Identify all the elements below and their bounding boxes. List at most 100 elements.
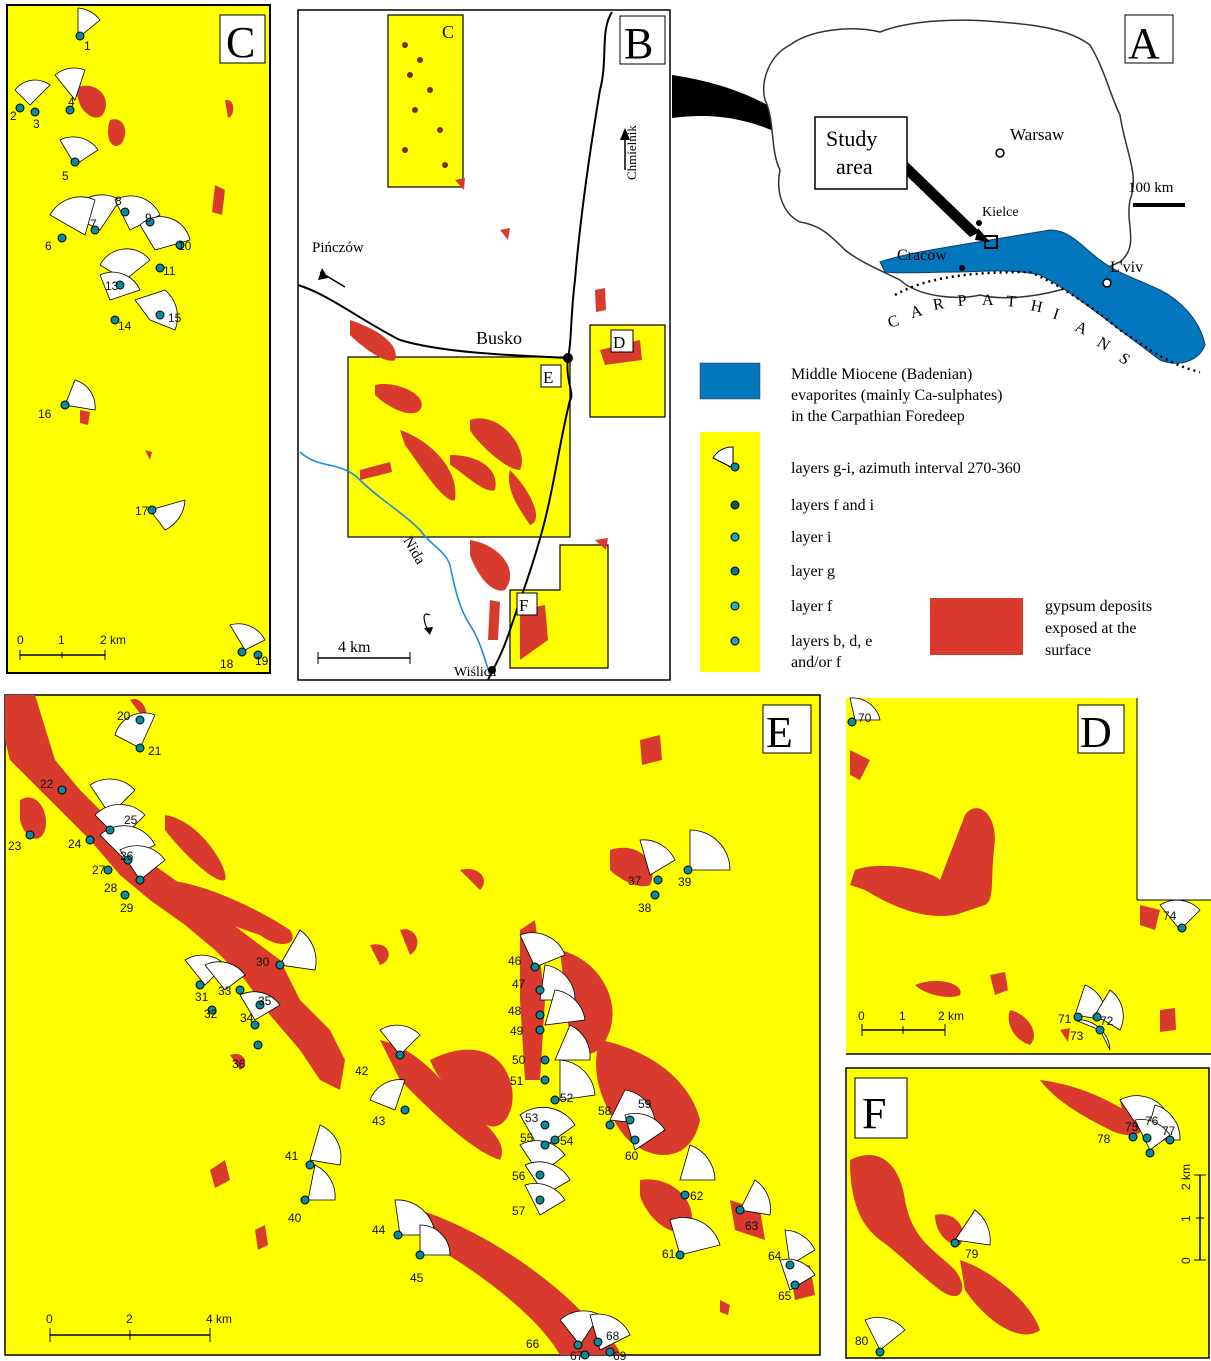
svg-text:29: 29 [120,901,134,915]
svg-text:E: E [543,368,553,387]
svg-text:1: 1 [1179,1215,1193,1222]
svg-text:75: 75 [1125,1120,1139,1134]
svg-text:T: T [1006,293,1017,311]
svg-text:35: 35 [258,994,272,1008]
svg-text:51: 51 [510,1074,524,1088]
svg-text:gypsum deposits: gypsum deposits [1045,598,1152,615]
svg-text:layers b, d, e: layers b, d, e [791,633,872,650]
svg-text:2: 2 [126,1312,133,1326]
svg-text:28: 28 [104,881,118,895]
svg-text:31: 31 [195,990,209,1004]
site-label: 16 [38,407,52,421]
site-label: 13 [105,279,119,293]
svg-text:0: 0 [46,1312,53,1326]
legend-symbols-background [700,432,760,672]
panel-a: Study area Warsaw Kielce Cracow L'viv C A… [764,15,1205,372]
svg-text:58: 58 [598,1104,612,1118]
svg-text:37: 37 [628,874,642,888]
svg-text:48: 48 [508,1004,522,1018]
svg-text:64: 64 [768,1249,782,1263]
svg-text:72: 72 [1100,1014,1114,1028]
svg-text:4 km: 4 km [338,639,371,656]
dot-icon [731,463,739,471]
cracow-icon [959,265,965,271]
svg-text:66: 66 [526,1337,540,1351]
scale-bar-a: 100 km [1128,180,1185,205]
panel-e: 20 21 22 23 24 25 26 27 28 29 30 31 32 3… [5,695,820,1361]
svg-text:25: 25 [124,813,138,827]
dot-icon [731,602,739,610]
svg-text:34: 34 [240,1011,254,1025]
svg-text:22: 22 [40,777,54,791]
svg-text:layer g: layer g [791,563,835,580]
svg-text:59: 59 [638,1097,652,1111]
svg-text:23: 23 [8,839,22,853]
svg-text:2 km: 2 km [1179,1164,1193,1190]
site-label: 6 [45,239,52,253]
site-label: 15 [168,311,182,325]
svg-text:65: 65 [778,1289,792,1303]
svg-text:D: D [613,333,625,352]
svg-text:4 km: 4 km [206,1312,232,1326]
svg-text:30: 30 [256,955,270,969]
svg-text:32: 32 [204,1007,218,1021]
svg-text:69: 69 [613,1349,627,1361]
svg-text:exposed at the: exposed at the [1045,620,1137,637]
svg-text:78: 78 [1097,1132,1111,1146]
site-label: 9 [145,211,152,225]
svg-text:2 km: 2 km [100,633,126,647]
svg-text:77: 77 [1162,1124,1176,1138]
svg-text:54: 54 [560,1134,574,1148]
svg-text:27: 27 [92,863,106,877]
svg-text:36: 36 [232,1057,246,1071]
panel-label-a: A [1128,19,1160,68]
svg-text:61: 61 [662,1247,676,1261]
svg-text:surface: surface [1045,642,1091,659]
kielce-label: Kielce [982,205,1019,220]
svg-text:P: P [957,292,967,310]
svg-text:56: 56 [512,1169,526,1183]
svg-text:70: 70 [858,711,872,725]
svg-text:layers f and i: layers f and i [791,497,875,514]
svg-text:44: 44 [372,1223,386,1237]
svg-text:80: 80 [855,1334,869,1348]
panel-label-d: D [1080,708,1112,757]
svg-text:0: 0 [858,1009,865,1023]
svg-text:41: 41 [285,1149,299,1163]
panel-label-b: B [624,19,653,68]
svg-text:43: 43 [372,1114,386,1128]
svg-text:73: 73 [1070,1029,1084,1043]
legend-gypsum-swatch [930,598,1023,655]
svg-text:100 km: 100 km [1128,180,1174,196]
inset-e-box [348,357,570,537]
site-label: 19 [255,654,269,668]
svg-text:60: 60 [625,1149,639,1163]
wislica-label: Wiślica [454,665,497,680]
svg-text:53: 53 [525,1111,539,1125]
svg-text:45: 45 [410,1271,424,1285]
svg-text:C: C [442,22,454,42]
svg-text:H: H [1029,297,1044,316]
cracow-label: Cracow [897,247,947,264]
svg-text:F: F [519,596,528,615]
site-label: 14 [118,319,132,333]
site-label: 2 [10,109,17,123]
svg-text:26: 26 [120,849,134,863]
svg-text:layers g-i, azimuth interval 2: layers g-i, azimuth interval 270-360 [791,460,1021,477]
svg-text:39: 39 [678,875,692,889]
svg-text:N: N [1094,334,1113,355]
chmielnik-label: Chmielnik [624,125,639,180]
svg-text:S: S [1116,350,1133,369]
svg-text:57: 57 [512,1204,526,1218]
svg-text:24: 24 [68,837,82,851]
busko-label: Busko [476,328,522,348]
svg-text:67: 67 [570,1349,584,1361]
svg-text:A: A [909,302,925,322]
legend-evaporites-swatch [700,363,760,399]
site-label: 10 [178,239,192,253]
svg-text:evaporites (mainly Ca-sulphate: evaporites (mainly Ca-sulphates) [791,387,1003,404]
svg-text:76: 76 [1145,1114,1159,1128]
site-label: 1 [84,39,91,53]
lviv-label: L'viv [1110,259,1143,276]
